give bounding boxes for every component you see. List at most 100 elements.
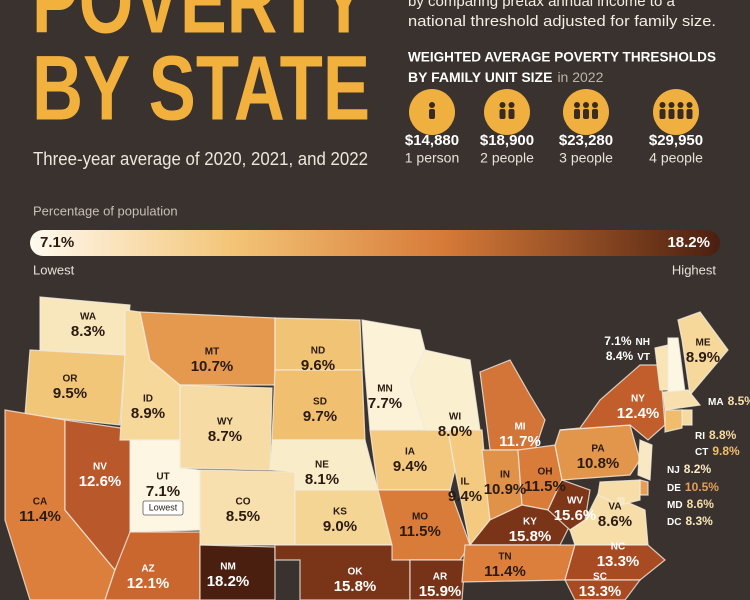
state-value: 11.5% [399,523,441,540]
state-value: 7.1% [146,483,180,500]
state-value: 8.1% [305,471,339,488]
state-abbr: NV [93,462,107,473]
state-shape [617,497,625,505]
state-value: 18.2% [207,573,250,590]
state-shape [104,531,201,600]
state-value: 9.4% [448,488,482,505]
state-value: 8.4% [606,349,634,363]
state-shape [547,479,591,531]
person-body [583,109,589,119]
state-abbr: ME [696,338,711,349]
state-abbr: VT [637,352,650,363]
state-value: 9.0% [323,518,357,535]
state-abbr: CT [695,447,708,458]
threshold-heading: WEIGHTED AVERAGE POVERTY THRESHOLDS [408,49,716,65]
legend-min: 7.1% [40,234,74,251]
state-value: 7.1% [604,334,632,348]
state-abbr: MT [205,347,219,358]
person-body [508,109,515,119]
state-value: 9.6% [301,357,335,374]
state-shape [664,409,683,433]
state-value: 10.5% [685,480,719,494]
person-head [668,102,675,108]
state-label: MA 8.5% [708,394,750,408]
legend-low: Lowest [33,262,75,277]
person-body [668,109,675,119]
state-value: 11.4% [484,563,526,580]
threshold-icon [653,89,699,135]
state-value: 8.3% [71,323,105,340]
state-shape [564,544,666,581]
state-abbr: ID [143,394,153,405]
state-label: DC 8.3% [667,514,713,528]
state-abbr: DE [667,483,681,494]
state-abbr: CO [236,497,251,508]
person-head [686,102,693,108]
state-shape [654,344,669,391]
state-shape [681,409,693,426]
state-shape [409,559,466,600]
threshold-size: 4 people [649,150,703,166]
person-head [508,102,515,108]
state-value: 10.7% [191,358,234,375]
person-head [583,102,589,108]
person-body [659,109,666,119]
state-abbr: PA [591,444,604,455]
state-abbr: KY [523,517,537,528]
person-body [677,109,684,119]
state-value: 9.5% [53,385,87,402]
state-value: 12.4% [617,405,660,422]
state-value: 8.2% [684,462,712,476]
state-abbr: KS [333,507,347,518]
state-label: 7.1% NH [604,334,650,348]
state-value: 13.3% [597,553,640,570]
state-value: 8.5% [728,394,750,408]
badge-box [142,500,184,516]
state-value: 8.8% [709,428,737,442]
state-value: 9.4% [393,458,427,475]
state-value: 8.6% [598,513,632,530]
threshold-heading: BY FAMILY UNIT SIZE in 2022 [408,69,604,85]
state-abbr: NJ [667,465,680,476]
state-value: 7.7% [368,395,402,412]
badge-text: Lowest [149,502,178,512]
state-abbr: NE [315,460,329,471]
title-line: BY STATE [32,37,370,139]
state-value: 8.0% [438,423,472,440]
state-abbr: AZ [141,564,154,575]
state-shape [639,479,649,496]
state-abbr: RI [695,431,705,442]
state-abbr: SC [593,572,607,583]
state-label: MD 8.6% [667,497,714,511]
state-abbr: IA [405,447,415,458]
state-shape [199,544,276,600]
person-body [429,109,435,119]
threshold-size: 3 people [559,150,613,166]
state-shape [662,389,702,411]
threshold-heading: BY FAMILY UNIT SIZE [408,69,552,85]
state-abbr: NH [636,337,650,348]
state-value: 8.9% [686,349,720,366]
title-line: POVERTY [32,0,367,52]
state-value: 8.5% [226,508,260,525]
state-value: 9.7% [303,408,337,425]
person-body [686,109,693,119]
state-abbr: OK [348,567,364,578]
state-value: 8.6% [687,497,715,511]
state-abbr: OH [538,467,553,478]
person-head [429,102,435,108]
state-abbr: OR [63,374,79,385]
state-abbr: AR [433,572,448,583]
threshold-amount: $23,280 [559,132,613,149]
state-abbr: MD [667,500,683,511]
threshold-icon [484,89,530,135]
state-value: 8.3% [685,514,713,528]
state-value: 15.9% [419,583,462,600]
state-shape [677,311,729,397]
state-value: 11.7% [499,433,541,450]
state-abbr: MI [514,422,525,433]
person-body [592,109,598,119]
state-abbr: SD [313,397,327,408]
